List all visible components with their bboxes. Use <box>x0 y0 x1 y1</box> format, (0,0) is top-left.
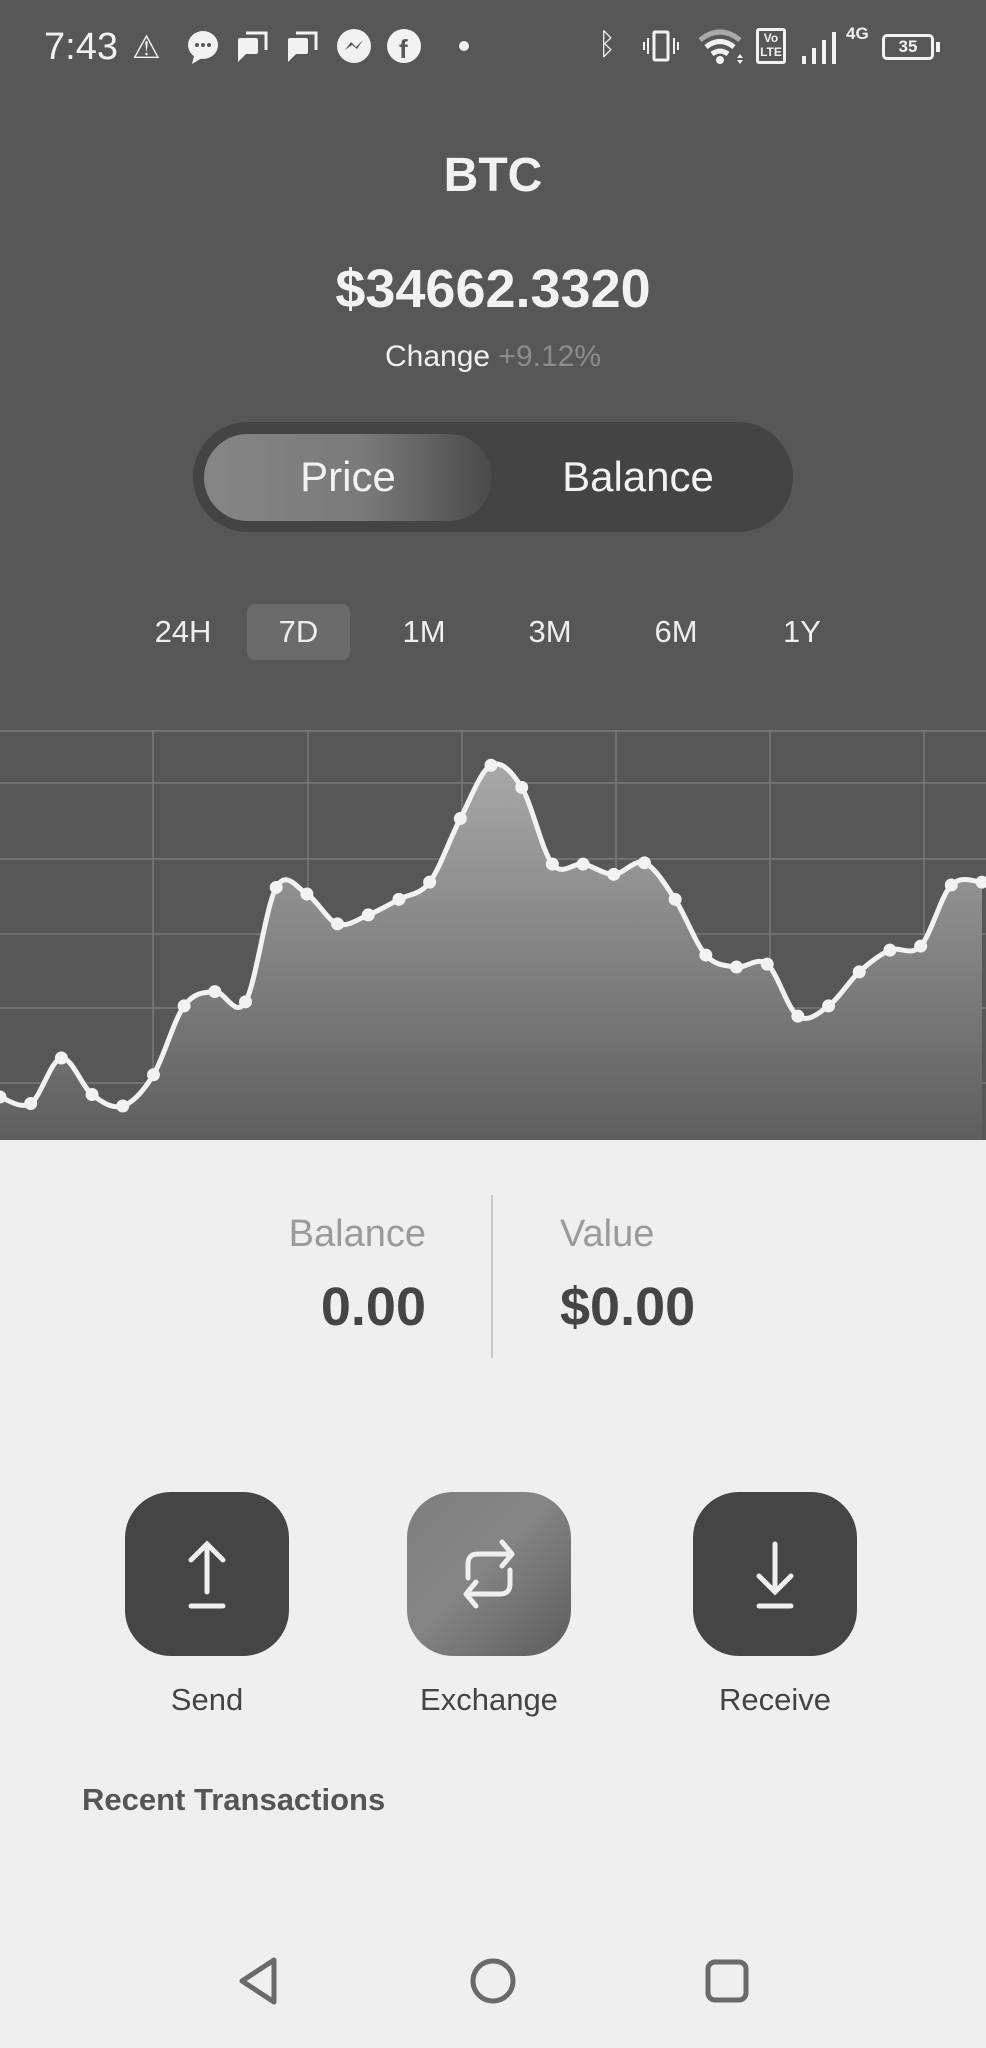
chat-icon <box>288 31 318 62</box>
timeframe-1m[interactable]: 1M <box>402 614 446 649</box>
chart-point[interactable] <box>668 892 682 906</box>
price-change: Change +9.12% <box>0 340 986 374</box>
bluetooth-icon: ᛒ <box>598 28 616 61</box>
chart-point[interactable] <box>607 867 621 881</box>
chart-point[interactable] <box>146 1068 160 1082</box>
exchange-icon <box>463 1539 515 1609</box>
warning-icon: ⚠ <box>132 29 161 65</box>
chart-point[interactable] <box>392 892 406 906</box>
chart-point[interactable] <box>361 908 375 922</box>
coin-price: $34662.3320 <box>335 259 651 319</box>
volte-icon: Vo LTE <box>756 28 786 64</box>
toggle-price[interactable]: Price <box>300 453 396 500</box>
back-icon[interactable] <box>236 1956 282 2006</box>
chart-point[interactable] <box>423 875 437 889</box>
timeframe-6m[interactable]: 6M <box>654 614 698 649</box>
wifi-icon <box>698 29 743 64</box>
value-amount: $0.00 <box>560 1277 696 1337</box>
exchange-label: Exchange <box>420 1682 558 1717</box>
status-bar: 7:43 ⚠ f ᛒ Vo LTE 4G 35 <box>0 22 986 78</box>
value-label: Value <box>560 1213 655 1255</box>
chart-point[interactable] <box>0 1090 7 1104</box>
chart-point[interactable] <box>852 965 866 979</box>
chart-point[interactable] <box>300 887 314 901</box>
chart-point[interactable] <box>453 812 467 826</box>
chat-icon <box>238 31 268 62</box>
chart-point[interactable] <box>177 999 191 1013</box>
timeframe-1y[interactable]: 1Y <box>783 614 821 649</box>
chart-point[interactable] <box>239 995 252 1009</box>
timeframe-7d[interactable]: 7D <box>247 604 350 660</box>
chart-point[interactable] <box>760 957 774 971</box>
chart-area-fill <box>0 763 982 1140</box>
chart-point[interactable] <box>54 1051 68 1065</box>
chart-point[interactable] <box>883 943 897 957</box>
chart-point[interactable] <box>269 880 283 894</box>
price-chart[interactable] <box>0 730 986 1140</box>
dot-icon <box>459 41 469 51</box>
battery-icon: 35 <box>882 34 934 60</box>
download-icon <box>756 1541 794 1609</box>
chart-point[interactable] <box>24 1097 38 1111</box>
status-time: 7:43 <box>44 26 118 68</box>
exchange-button[interactable] <box>407 1492 571 1656</box>
chart-point[interactable] <box>208 985 222 999</box>
chart-point[interactable] <box>576 857 590 871</box>
balance-label: Balance <box>288 1213 426 1255</box>
svg-text:f: f <box>399 34 408 64</box>
chart-point[interactable] <box>331 917 345 931</box>
signal-icon <box>802 32 836 64</box>
change-label: Change <box>384 340 491 373</box>
chart-point[interactable] <box>545 857 559 871</box>
balance-value: 0.00 <box>320 1277 426 1337</box>
chart-point[interactable] <box>699 948 713 962</box>
chart-point[interactable] <box>975 875 986 889</box>
battery-tip <box>936 42 940 52</box>
send-label: Send <box>170 1682 244 1717</box>
vibrate-icon <box>643 30 679 62</box>
summary-divider <box>491 1195 493 1358</box>
facebook-icon: f <box>387 29 421 64</box>
messenger-icon <box>337 29 371 63</box>
timeframe-3m[interactable]: 3M <box>528 614 572 649</box>
chart-point[interactable] <box>914 939 928 953</box>
chart-point[interactable] <box>822 999 836 1013</box>
toggle-selected-pill <box>204 434 492 521</box>
receive-button[interactable] <box>693 1492 857 1656</box>
send-button[interactable] <box>125 1492 289 1656</box>
recents-icon[interactable] <box>704 1958 750 2004</box>
coin-title: BTC <box>443 149 543 202</box>
toggle-balance[interactable]: Balance <box>562 453 714 500</box>
timeframe-24h[interactable]: 24H <box>154 614 212 649</box>
change-value: +9.12% <box>498 340 602 373</box>
chart-point[interactable] <box>85 1087 99 1101</box>
chart-point[interactable] <box>484 758 498 772</box>
chart-point[interactable] <box>791 1009 805 1023</box>
recent-transactions-heading: Recent Transactions <box>82 1782 386 1817</box>
home-icon[interactable] <box>468 1956 518 2006</box>
chart-point[interactable] <box>637 856 651 870</box>
chart-point[interactable] <box>515 780 529 794</box>
message-icon <box>188 31 218 64</box>
receive-label: Receive <box>719 1682 831 1717</box>
chart-point[interactable] <box>944 878 958 892</box>
chart-point[interactable] <box>730 960 743 974</box>
network-4g-icon: 4G <box>846 24 869 43</box>
upload-icon <box>188 1540 226 1609</box>
price-balance-toggle[interactable]: Price Balance <box>193 422 793 532</box>
chart-point[interactable] <box>116 1099 130 1113</box>
